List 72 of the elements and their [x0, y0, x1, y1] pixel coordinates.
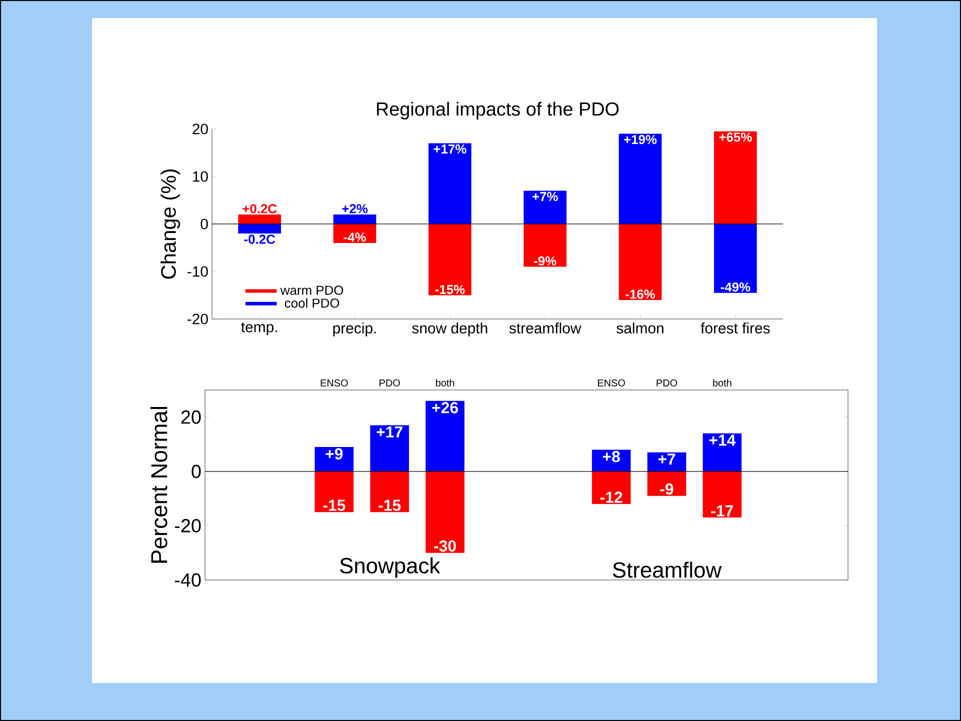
bar [370, 471, 409, 512]
bar [647, 471, 686, 496]
x-tick-label: precip. [333, 322, 376, 336]
bar [702, 433, 742, 472]
x-tick-label: both [436, 379, 454, 386]
bar [524, 190, 567, 224]
chart-title: Regional impacts of the PDO [377, 102, 619, 120]
bar [714, 224, 757, 293]
data-label: +8 [602, 450, 620, 462]
y-tick-label: 0 [192, 464, 201, 478]
x-tick-label: ENSO [320, 379, 348, 386]
data-label: +7 [658, 454, 676, 465]
data-label: -4% [344, 232, 366, 242]
annotation: Streamflow [612, 562, 722, 578]
annotation: +0.2C [242, 204, 277, 214]
data-label: +17% [434, 144, 466, 154]
bar [314, 471, 354, 512]
bar [426, 400, 464, 472]
x-tick-label: forest fires [700, 322, 770, 334]
y-tick-label: 0 [200, 218, 208, 230]
data-label: -9% [534, 256, 556, 266]
data-label: -30 [434, 540, 456, 552]
annotation: -49% [720, 282, 750, 292]
data-label: +7% [532, 192, 558, 202]
data-label: +17 [376, 426, 402, 438]
bar [428, 143, 472, 224]
bar [618, 134, 662, 224]
x-tick-label: snow depth [412, 322, 488, 336]
bar [428, 224, 472, 296]
data-label: -12 [600, 492, 622, 503]
data-label: -15 [323, 500, 346, 511]
data-label: +19% [624, 134, 657, 144]
annotation: +65% [719, 132, 752, 142]
bar [592, 471, 631, 504]
data-label: +26 [432, 402, 458, 414]
bar [333, 214, 376, 224]
y-tick-label: -40 [174, 573, 201, 587]
legend-label: cool PDO [284, 298, 340, 308]
x-tick-label: both [713, 379, 732, 386]
x-tick-label: ENSO [598, 379, 625, 386]
legend-label: warm PDO [280, 286, 344, 295]
x-tick-label: PDO [380, 379, 400, 386]
x-tick-label: temp. [241, 322, 277, 336]
x-tick-label: salmon [616, 322, 664, 334]
y-tick-label: 20 [192, 124, 208, 134]
y-tick-label: 10 [193, 171, 208, 182]
bar [702, 471, 742, 518]
data-label: +2% [342, 204, 368, 214]
bar [238, 214, 282, 224]
data-label: -15 [378, 500, 401, 511]
x-tick-label: PDO [656, 379, 678, 386]
data-label: +14 [709, 434, 736, 446]
data-label: +9 [326, 448, 343, 460]
y-axis-title: Change (%) [160, 170, 180, 279]
bar [524, 224, 567, 267]
annotation: -0.2C [244, 234, 276, 244]
y-tick-label: -10 [188, 266, 208, 277]
data-label: -16% [626, 290, 656, 299]
bar [426, 471, 464, 553]
data-label: -9 [660, 483, 674, 495]
data-label: -17 [711, 505, 733, 516]
y-tick-label: -20 [188, 314, 208, 324]
bar [370, 425, 409, 472]
x-tick-label: streamflow [509, 322, 582, 334]
bar [618, 224, 662, 300]
data-label: -15% [435, 284, 465, 294]
y-axis-title: Percent Normal [150, 406, 168, 563]
bar [238, 224, 282, 234]
annotation: Snowpack [340, 557, 440, 578]
bar [714, 131, 757, 224]
y-tick-label: -20 [174, 518, 201, 532]
y-tick-label: 20 [181, 410, 201, 424]
